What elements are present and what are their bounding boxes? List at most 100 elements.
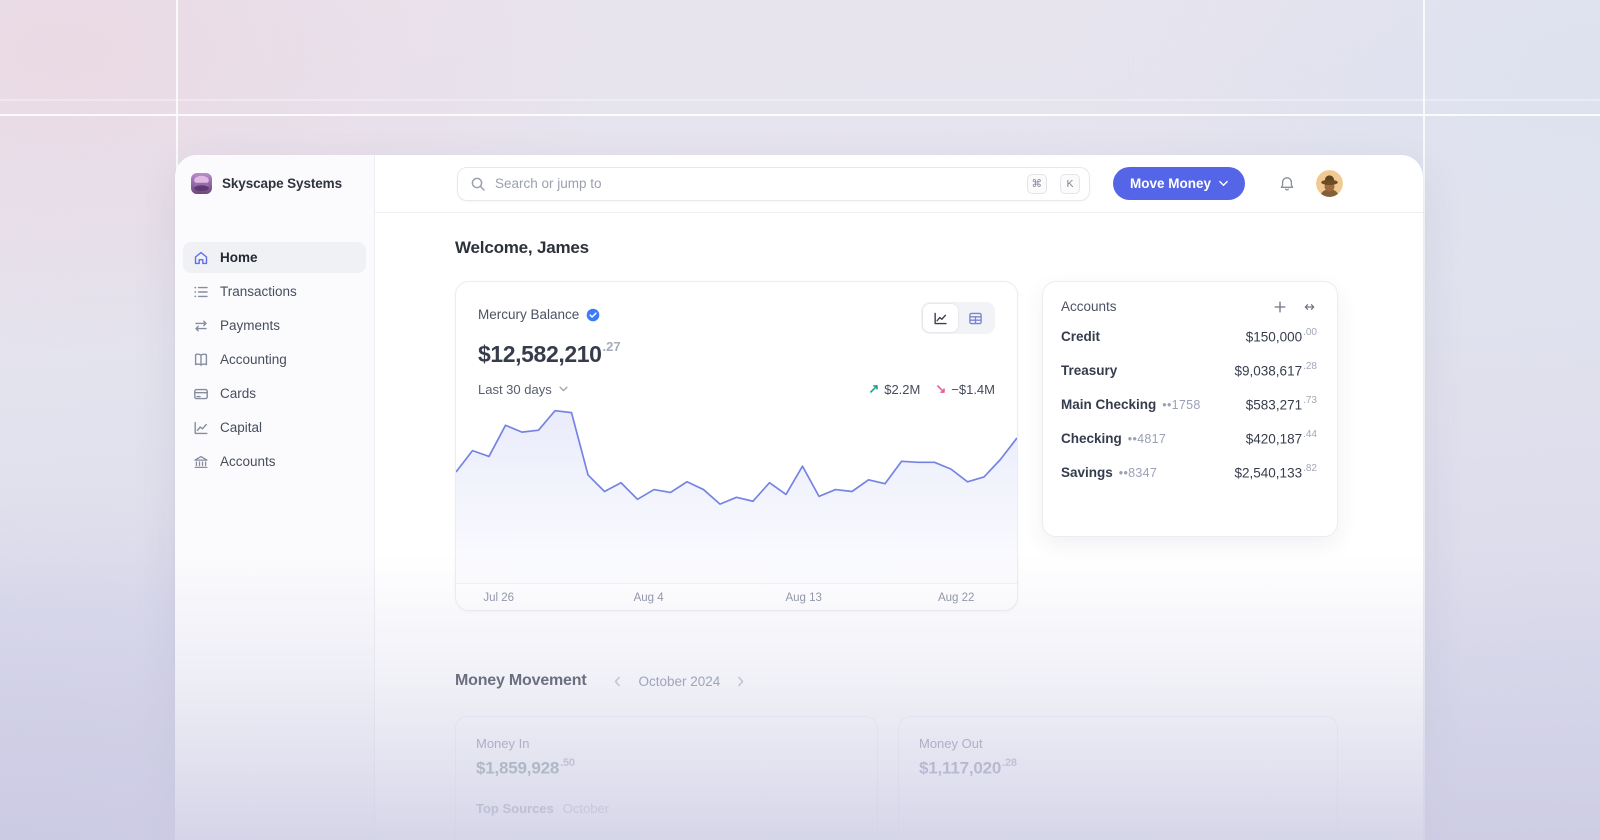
sidebar-item-label: Accounts: [220, 454, 276, 469]
account-name: Savings: [1061, 464, 1113, 480]
outflow-value: −$1.4M: [951, 381, 995, 397]
grid-line-vertical: [1423, 0, 1425, 840]
money-in-value: $1,859,928.50: [476, 757, 575, 778]
account-name: Main Checking: [1061, 396, 1157, 412]
chart-view-toggle: [921, 302, 995, 334]
date-range-label: Last 30 days: [478, 381, 552, 397]
sidebar-item-accounting[interactable]: Accounting: [183, 344, 366, 375]
account-row-credit[interactable]: Credit $150,000.00: [1061, 319, 1317, 353]
sidebar-item-label: Cards: [220, 386, 257, 401]
arrow-down-right-icon: ↘: [935, 381, 947, 396]
bank-icon: [193, 454, 209, 470]
home-icon: [193, 250, 209, 266]
search-input[interactable]: Search or jump to ⌘ K: [457, 166, 1090, 201]
accounts-card: Accounts Credit $: [1042, 281, 1338, 537]
sidebar-item-cards[interactable]: Cards: [183, 378, 366, 409]
axis-tick: Aug 4: [633, 592, 664, 604]
top-sources-label: Top Sources October: [476, 800, 610, 816]
account-balance: $9,038,617: [1234, 363, 1303, 379]
book-icon: [193, 352, 209, 368]
money-movement-title: Money Movement: [455, 672, 587, 689]
balance-amount-cents: .27: [602, 339, 621, 355]
sidebar-item-label: Capital: [220, 420, 263, 435]
inflow-stat: ↗ $2.2M: [868, 381, 920, 397]
account-balance: $420,187: [1245, 431, 1303, 447]
content-area: Search or jump to ⌘ K Move Money: [375, 155, 1423, 840]
month-nav: October 2024: [613, 674, 745, 689]
money-movement-cards: Money In $1,859,928.50 Top Sources Octobe…: [455, 716, 1343, 840]
account-balance-cents: .00: [1303, 326, 1317, 338]
flow-stats: ↗ $2.2M ↘ −$1.4M: [868, 381, 995, 397]
account-row-main-checking[interactable]: Main Checking ••1758 $583,271.73: [1061, 387, 1317, 421]
sidebar-item-transactions[interactable]: Transactions: [183, 276, 366, 307]
month-label: October 2024: [638, 673, 721, 689]
money-movement-section: Money Movement October 2024 Money In: [455, 672, 1343, 840]
prev-month-chevron-icon[interactable]: [613, 676, 621, 687]
sidebar-item-payments[interactable]: Payments: [183, 310, 366, 341]
money-out-label: Money Out: [919, 736, 983, 751]
sidebar-item-label: Transactions: [220, 284, 297, 299]
topbar-actions: Move Money: [1112, 167, 1343, 200]
axis-tick: Jul 26: [483, 592, 515, 604]
account-name: Treasury: [1061, 362, 1118, 378]
sidebar-nav: Home Transactions Payments Accounting: [175, 212, 374, 477]
table-view-button[interactable]: [958, 304, 993, 332]
balance-card-title-row: Mercury Balance: [478, 307, 600, 322]
axis-tick: Aug 13: [785, 592, 822, 604]
credit-card-icon: [193, 386, 209, 402]
brand-name: Skyscape Systems: [222, 176, 342, 191]
search-placeholder: Search or jump to: [495, 176, 602, 191]
sidebar: Skyscape Systems Home Transactions Payme…: [175, 155, 375, 840]
sidebar-item-accounts[interactable]: Accounts: [183, 446, 366, 477]
account-mask: ••8347: [1118, 465, 1158, 480]
brand[interactable]: Skyscape Systems: [175, 155, 374, 212]
transfer-arrows-icon: [193, 318, 209, 334]
account-balance: $2,540,133: [1234, 465, 1303, 481]
money-out-value: $1,117,020.28: [919, 757, 1017, 778]
money-out-card: Money Out $1,117,020.28: [898, 716, 1338, 840]
balance-chart-area: [456, 400, 1017, 583]
account-balance: $583,271: [1245, 397, 1303, 413]
grid-line-horizontal: [0, 99, 1600, 101]
account-balance-cents: .73: [1303, 394, 1317, 406]
account-row-checking[interactable]: Checking ••4817 $420,187.44: [1061, 421, 1317, 455]
account-balance-cents: .28: [1303, 360, 1317, 372]
next-month-chevron-icon[interactable]: [737, 676, 745, 687]
plus-icon[interactable]: [1273, 300, 1287, 314]
move-money-button[interactable]: Move Money: [1112, 167, 1245, 200]
accounts-list: Credit $150,000.00 Treasury $9,038,617.2…: [1061, 319, 1317, 489]
outflow-stat: ↘ −$1.4M: [935, 381, 995, 397]
account-row-savings[interactable]: Savings ••8347 $2,540,133.82: [1061, 455, 1317, 489]
main-panel: Welcome, James Mercury Balance: [375, 212, 1343, 840]
accounts-card-title: Accounts: [1061, 299, 1117, 314]
sidebar-item-capital[interactable]: Capital: [183, 412, 366, 443]
grid-line-horizontal: [0, 114, 1600, 116]
top-sources-period: October: [562, 800, 610, 816]
cmd-key: ⌘: [1026, 173, 1047, 194]
sidebar-item-label: Home: [220, 250, 258, 265]
sidebar-item-home[interactable]: Home: [183, 242, 366, 273]
sidebar-item-label: Accounting: [220, 352, 287, 367]
inflow-value: $2.2M: [884, 381, 921, 397]
move-money-label: Move Money: [1129, 176, 1211, 191]
line-chart-view-button[interactable]: [923, 304, 958, 332]
date-range-dropdown[interactable]: Last 30 days: [478, 382, 568, 397]
account-mask: ••4817: [1127, 431, 1167, 446]
page-title: Welcome, James: [455, 238, 589, 257]
width-arrows-icon[interactable]: [1302, 300, 1317, 314]
bell-icon[interactable]: [1271, 168, 1303, 200]
chevron-down-icon: [559, 386, 568, 392]
dashboard-cards-row: Mercury Balance: [455, 281, 1343, 611]
chart-x-axis: Jul 26 Aug 4 Aug 13 Aug 22: [456, 583, 1017, 610]
topbar: Search or jump to ⌘ K Move Money: [375, 155, 1423, 212]
account-mask: ••1758: [1162, 397, 1201, 412]
account-name: Checking: [1061, 430, 1122, 446]
verified-check-icon: [586, 308, 600, 322]
stack-logo-icon: [190, 172, 213, 195]
avatar[interactable]: [1316, 170, 1343, 197]
magnifier-icon: [470, 176, 486, 192]
arrow-up-right-icon: ↗: [868, 381, 880, 396]
balance-amount: $12,582,210.27: [478, 339, 995, 368]
account-balance-cents: .44: [1303, 428, 1317, 440]
account-row-treasury[interactable]: Treasury $9,038,617.28: [1061, 353, 1317, 387]
